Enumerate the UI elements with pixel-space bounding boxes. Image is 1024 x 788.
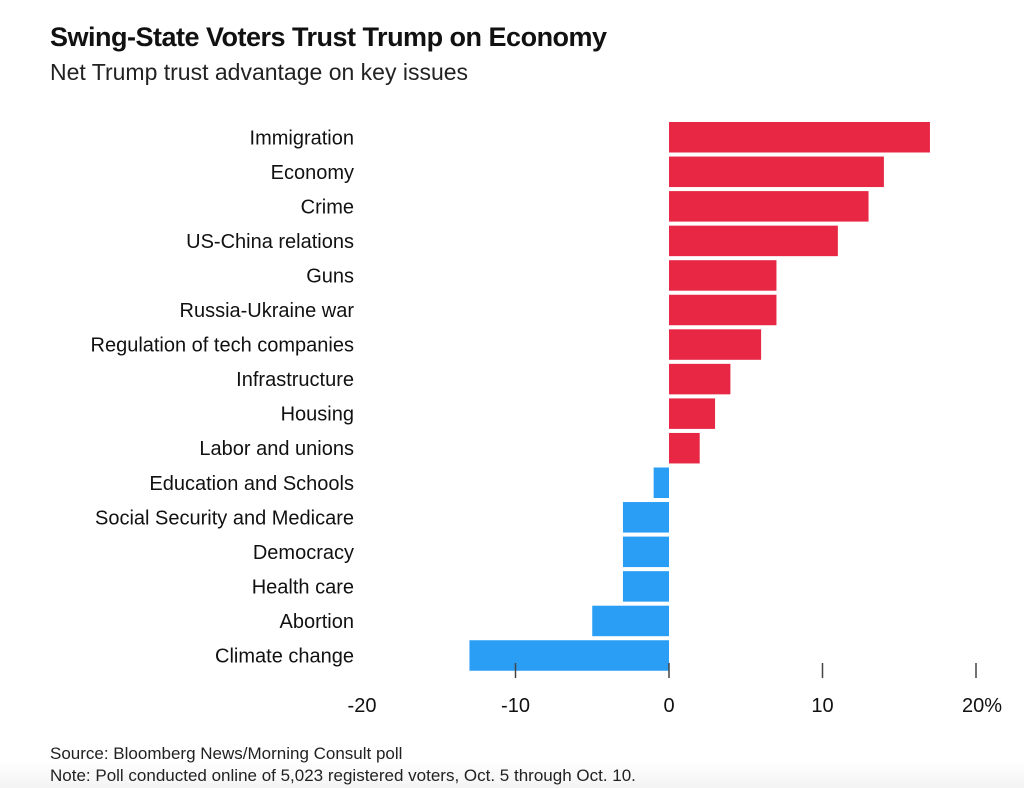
category-label: US-China relations xyxy=(186,231,354,253)
category-label: Housing xyxy=(281,404,354,426)
bar xyxy=(669,398,716,429)
category-label: Abortion xyxy=(280,611,355,633)
category-label: Crime xyxy=(301,196,354,218)
tick-label: -20 xyxy=(348,695,377,717)
category-label: Health care xyxy=(252,576,354,598)
tick-label: -10 xyxy=(501,695,530,717)
bar xyxy=(653,467,669,498)
category-label: Immigration xyxy=(250,127,354,149)
bar xyxy=(622,536,669,568)
category-label: Regulation of tech companies xyxy=(91,335,355,357)
bar xyxy=(669,122,930,153)
category-label: Infrastructure xyxy=(236,369,354,391)
chart-title: Swing-State Voters Trust Trump on Econom… xyxy=(50,22,607,52)
category-label: Labor and unions xyxy=(199,438,354,460)
source-note: Source: Bloomberg News/Morning Consult p… xyxy=(50,744,403,763)
bar xyxy=(669,432,700,464)
poll-note: Note: Poll conducted online of 5,023 reg… xyxy=(50,766,636,785)
bar xyxy=(669,191,869,222)
bottom-fade xyxy=(0,760,1024,788)
bar xyxy=(669,156,884,188)
category-label: Guns xyxy=(306,265,354,287)
tick-label: 10 xyxy=(811,695,833,717)
bar xyxy=(669,363,731,395)
category-label: Climate change xyxy=(215,646,354,668)
bar xyxy=(622,571,669,602)
bar xyxy=(592,605,669,637)
category-label: Economy xyxy=(271,162,354,184)
bar xyxy=(669,294,777,326)
category-label: Social Security and Medicare xyxy=(95,507,354,529)
chart-subtitle: Net Trump trust advantage on key issues xyxy=(50,59,469,85)
bar xyxy=(669,329,762,360)
bar xyxy=(622,502,669,533)
bar xyxy=(469,640,669,671)
category-label: Education and Schools xyxy=(149,473,354,495)
category-label: Democracy xyxy=(253,542,354,564)
bar xyxy=(669,225,838,257)
category-label: Russia-Ukraine war xyxy=(180,300,355,322)
tick-label: 0 xyxy=(663,695,674,717)
bar xyxy=(669,260,777,291)
tick-label: 20% xyxy=(962,695,1002,717)
